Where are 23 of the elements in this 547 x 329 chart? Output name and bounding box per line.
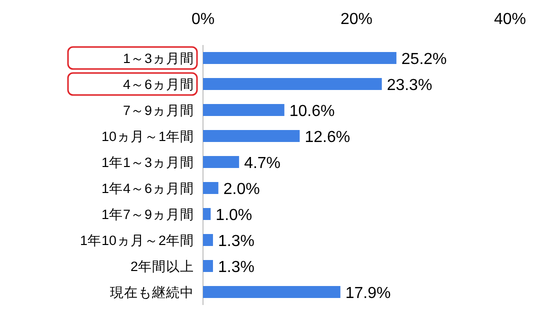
- y-tick-label: 4～6ヵ月間: [122, 77, 194, 92]
- data-label: 1.3%: [218, 233, 254, 250]
- y-tick-label: 1年7～9ヵ月間: [101, 207, 194, 222]
- y-tick-label: 1年10ヵ月～2年間: [80, 233, 194, 248]
- x-tick-label: 20%: [340, 11, 373, 28]
- data-label: 25.2%: [401, 51, 447, 68]
- y-tick-label: 2年間以上: [130, 259, 194, 274]
- y-tick-label: 7～9ヵ月間: [122, 103, 194, 118]
- x-tick-label: 40%: [494, 11, 526, 28]
- y-tick-label: 現在も継続中: [110, 285, 194, 300]
- y-tick-label: 10ヵ月～1年間: [101, 129, 194, 144]
- y-tick-label: 1年1～3ヵ月間: [101, 155, 194, 170]
- data-label: 4.7%: [244, 155, 281, 172]
- x-tick-label: 0%: [191, 11, 215, 28]
- y-tick-label: 1年4～6ヵ月間: [101, 181, 194, 196]
- data-label: 2.0%: [223, 181, 260, 198]
- data-label: 1.3%: [218, 259, 254, 276]
- data-label: 23.3%: [386, 77, 432, 94]
- data-label: 12.6%: [304, 129, 350, 146]
- data-label: 17.9%: [345, 285, 391, 302]
- data-label: 10.6%: [289, 103, 335, 120]
- data-label: 1.0%: [216, 207, 252, 224]
- y-tick-label: 1～3ヵ月間: [122, 51, 194, 66]
